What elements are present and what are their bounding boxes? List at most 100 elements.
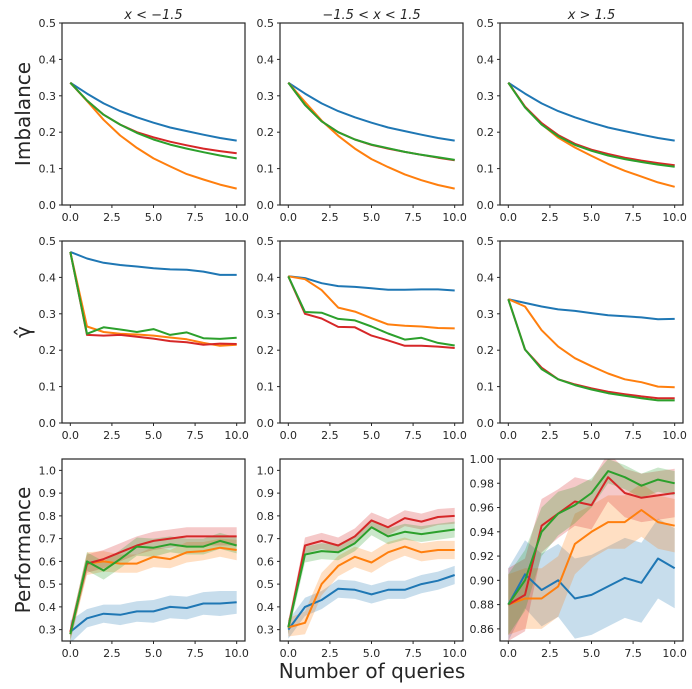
panel-r1c2-ytick-label: 0.2 [477,344,495,357]
panel-r0c1-series-blue [287,81,455,142]
panel-r2c2-series-blue [507,557,676,606]
panel-r2c0-xtick-label: 10.0 [224,647,249,660]
panel-r2c2-ytick-label: 0.86 [470,623,495,636]
panel-r2c2-series-orange [507,509,675,606]
panel-r1c2-frame [499,240,684,424]
panel-r0c0-xtick-label: 2.5 [103,211,121,224]
panel-r1c2-series-green [507,298,675,402]
panel-r2c1-ytick-label: 0.3 [257,624,275,637]
panel-r2c2-ytick-label: 0.96 [470,502,495,515]
panel-r1c2-ytick-label: 0.5 [477,235,495,248]
panel-r0c0-ytick-label: 0.1 [39,163,57,176]
panel-r0c2-frame [499,22,684,206]
panel-r2c2-xtick-label: 5.0 [583,647,601,660]
panel-r2c2-ytick-label: 0.90 [470,574,495,587]
panel-r1c1-series-orange [288,275,455,330]
panel-r1c2-xtick-label: 2.5 [541,429,559,442]
panel-r0c2-ytick-label: 0.0 [477,199,495,212]
panel-r1c2-ytick-label: 0.3 [477,308,495,321]
panel-r2c1-series-red [287,514,455,628]
panel-r0c0-xtick-label: 0.0 [62,211,80,224]
panel-r1c1-xtick-label: 5.0 [363,429,381,442]
panel-r2c2-ytick-label: 0.98 [470,477,495,490]
panel-r0c0-xtick-label: 5.0 [145,211,163,224]
panel-r2c1-series-green [287,526,455,628]
panel-r2c2-ytick-label: 0.92 [470,550,495,563]
panel-r2c2-xtick-label: 2.5 [541,647,559,660]
panel-r0c2-xtick-label: 10.0 [662,211,687,224]
panel-r2c0-xtick-label: 0.0 [62,647,80,660]
panel-r2c2-xtick-label: 7.5 [624,647,642,660]
panel-r1c0-ytick-label: 0.3 [39,308,57,321]
panel-r0c1-series-green [287,82,455,161]
panel-r1c2-ytick-label: 0.4 [477,271,495,284]
panel-r2c1-ytick-label: 0.4 [257,601,275,614]
panel-r2c2-band-blue [508,518,675,641]
panel-r1c0-xtick-label: 2.5 [103,429,121,442]
panel-r1c1-ytick-label: 0.2 [257,344,275,357]
panel-r0c2-xtick-label: 0.0 [500,211,518,224]
panel-r0c1-xtick-label: 7.5 [404,211,422,224]
panel-r1c0-xtick-label: 10.0 [224,429,249,442]
panel-r0c1-series-red [287,82,455,162]
panel-r2c2-ytick-label: 1.00 [470,453,495,466]
panel-r0c2-xtick-label: 5.0 [583,211,601,224]
column-title-2: x > 1.5 [567,8,616,23]
panel-r0c2-ytick-label: 0.2 [477,126,495,139]
panel-r2c0-ytick-label: 0.8 [39,510,57,523]
panel-r2c1-ytick-label: 1.0 [257,464,275,477]
column-title-0: x < −1.5 [123,8,182,23]
panel-r0c0-ytick-label: 0.4 [39,53,57,66]
panel-r2c1-band-blue [288,565,455,639]
panel-r1c0-series-green [69,251,237,340]
panel-r2c0-ytick-label: 0.5 [39,578,57,591]
panel-r2c2-band-orange [508,483,675,635]
panel-r0c0-ytick-label: 0.5 [39,17,57,30]
panel-r2c0-band-blue [70,591,237,641]
panel-r1c0-xtick-label: 7.5 [186,429,204,442]
panel-r0c0-frame [61,22,246,206]
panel-r1c2-series-orange [507,298,675,389]
panel-r2c1-series-orange [288,545,455,629]
panel-r0c2-series-green [507,82,675,168]
panel-r2c0-ytick-label: 1.0 [39,464,57,477]
panel-r1c0-xtick-label: 0.0 [62,429,80,442]
panel-r0c0-xtick-label: 10.0 [224,211,249,224]
panel-r0c1-xtick-label: 0.0 [280,211,298,224]
panel-r2c1-series-blue [287,574,456,631]
panel-r0c1-ytick-label: 0.1 [257,163,275,176]
panel-r1c1-xtick-label: 0.0 [280,429,298,442]
panel-r2c2-series-green [507,470,675,606]
panel-r1c1-series-red [287,275,455,349]
panel-r0c2-ytick-label: 0.4 [477,53,495,66]
x-axis-label: Number of queries [279,659,466,683]
panel-r1c1-ytick-label: 0.1 [257,381,275,394]
panel-r1c2-xtick-label: 0.0 [500,429,518,442]
panel-r2c0-series-orange [69,546,237,635]
panel-r1c0-xtick-label: 5.0 [145,429,163,442]
panel-r1c0-ytick-label: 0.2 [39,344,57,357]
panel-r2c1-xtick-label: 7.5 [404,647,422,660]
panel-r1c0-series-orange [69,251,237,347]
panel-r1c2-xtick-label: 7.5 [624,429,642,442]
panel-r2c2-band-red [508,459,675,641]
row-label-1: γ̂ [11,326,35,338]
panel-r2c0-series-red [69,535,237,633]
panel-r1c1-ytick-label: 0.4 [257,271,275,284]
panel-r2c0-series-green [69,539,237,635]
panel-r1c1-xtick-label: 10.0 [442,429,467,442]
panel-r1c1-ytick-label: 0.3 [257,308,275,321]
panel-r2c1-band-green [288,519,455,635]
panel-r0c2-xtick-label: 2.5 [541,211,559,224]
panel-r0c1-frame [279,22,464,206]
panel-r2c0-ytick-label: 0.3 [39,624,57,637]
panel-r1c1-ytick-label: 0.5 [257,235,275,248]
panel-r0c2-ytick-label: 0.3 [477,90,495,103]
panel-r2c1-xtick-label: 0.0 [280,647,298,660]
column-title-1: −1.5 < x < 1.5 [322,8,420,23]
panel-r2c1-xtick-label: 10.0 [442,647,467,660]
panel-r0c0-series-orange [69,82,237,190]
panel-r2c0-band-green [70,532,237,641]
panel-r2c2-band-green [508,459,675,635]
